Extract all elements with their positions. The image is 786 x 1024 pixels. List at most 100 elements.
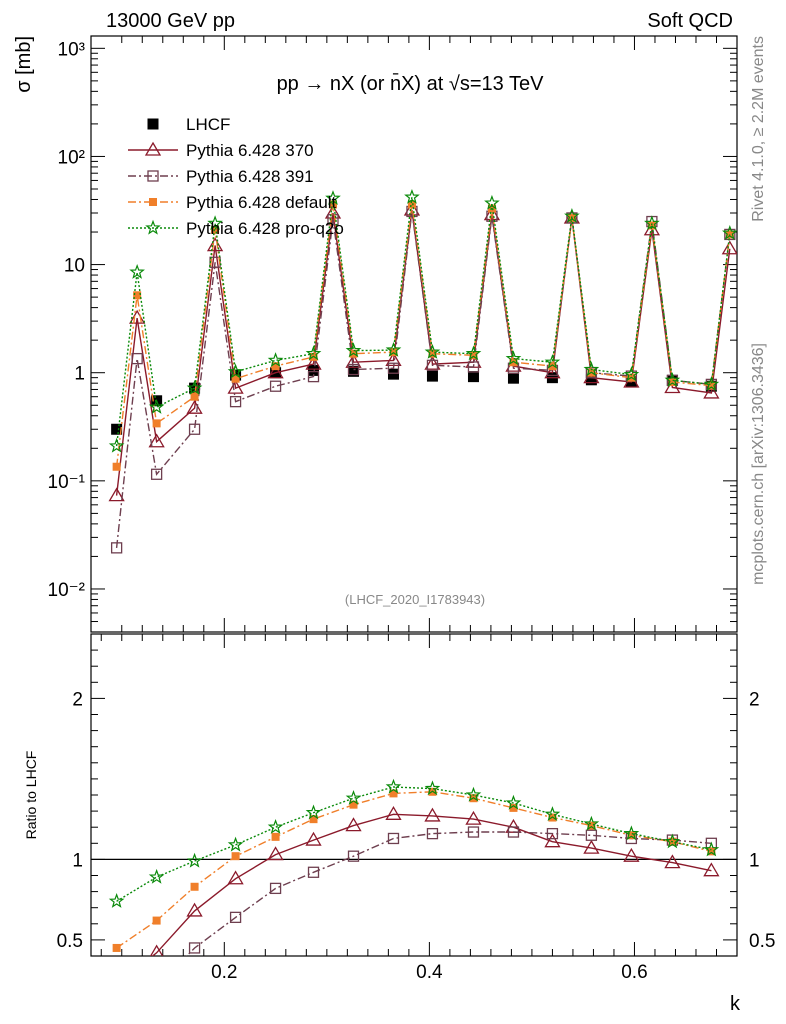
legend: LHCF Pythia 6.428 370 Pythia 6.428 391 Pyth… xyxy=(128,115,344,238)
data-point-pproq2o xyxy=(227,836,244,852)
data-point-p391 xyxy=(150,468,163,480)
data-point-pdefault xyxy=(112,462,121,471)
main-plot-panel: pp → nX (or n̄X) at √s=13 TeV σ [mb] (LH… xyxy=(13,35,738,633)
data-point-pproq2o xyxy=(664,372,681,388)
x-tick-label: 0.6 xyxy=(621,962,647,983)
data-point-pproq2o xyxy=(664,833,681,849)
data-point-pdefault xyxy=(725,230,734,239)
data-point-lhcf xyxy=(111,423,123,435)
data-point-p370 xyxy=(267,364,284,379)
data-point-pproq2o xyxy=(148,868,165,884)
legend-label-pproq2o: Pythia 6.428 pro-q2o xyxy=(186,219,344,238)
source-label: mcplots.cern.ch [arXiv:1306.3436] xyxy=(750,343,767,585)
data-point-pproq2o xyxy=(227,363,244,379)
legend-label-pdefault: Pythia 6.428 default xyxy=(186,193,337,212)
data-point-p370 xyxy=(424,355,441,370)
legend-marker-p370 xyxy=(144,141,162,156)
data-point-pdefault xyxy=(407,200,416,209)
data-point-pproq2o xyxy=(564,207,580,223)
data-point-p391 xyxy=(152,982,162,992)
data-point-pdefault xyxy=(112,943,121,952)
data-point-p370 xyxy=(664,854,681,869)
data-point-pdefault xyxy=(190,882,199,891)
data-point-pproq2o xyxy=(345,789,362,805)
data-point-p391 xyxy=(307,370,320,383)
data-point-p370 xyxy=(110,978,124,990)
series-pdefault xyxy=(112,787,716,952)
series-pproq2o xyxy=(108,778,720,908)
data-point-pproq2o xyxy=(623,366,640,382)
data-point-p391 xyxy=(327,214,339,226)
data-point-p391 xyxy=(426,359,439,371)
data-point-p370 xyxy=(267,846,284,861)
ratio-y-tick-label-left: 2 xyxy=(72,689,83,710)
data-point-p391 xyxy=(467,826,480,838)
series-line-p391 xyxy=(185,831,712,956)
ratio-y-axis-label: Ratio to LHCF xyxy=(23,751,39,840)
data-point-pproq2o xyxy=(385,778,402,794)
data-point-p370 xyxy=(544,833,561,848)
data-point-pdefault xyxy=(627,831,636,840)
legend-marker-p391 xyxy=(147,170,159,182)
data-point-pproq2o xyxy=(325,190,341,205)
data-point-p370 xyxy=(149,944,164,956)
main-y-axis-label: σ [mb] xyxy=(13,36,35,93)
y-tick-label: 10⁻² xyxy=(48,580,86,601)
ratio-y-tick-label-right: 1 xyxy=(749,850,760,871)
data-point-pdefault xyxy=(133,291,142,300)
data-point-pdefault xyxy=(349,800,358,809)
data-point-pdefault xyxy=(328,200,337,209)
data-point-pproq2o xyxy=(148,398,165,414)
data-point-pdefault xyxy=(389,789,398,798)
series-p370 xyxy=(110,806,720,990)
data-point-p370 xyxy=(324,204,342,219)
series-p391 xyxy=(110,205,736,554)
data-point-pdefault xyxy=(509,358,518,367)
data-point-pproq2o xyxy=(721,224,737,240)
data-point-p391 xyxy=(112,1003,122,1013)
data-point-lhcf xyxy=(585,374,597,386)
data-point-pdefault xyxy=(231,852,240,861)
legend-label-p370: Pythia 6.428 370 xyxy=(186,141,314,160)
data-point-pdefault xyxy=(152,916,161,925)
data-point-pproq2o xyxy=(108,437,125,453)
data-point-pdefault xyxy=(707,381,716,390)
data-point-pdefault xyxy=(587,821,596,830)
x-axis-label: k xyxy=(730,993,741,1015)
legend-marker-pdefault xyxy=(149,198,157,206)
data-point-pdefault xyxy=(668,378,677,387)
data-point-pdefault xyxy=(190,392,199,401)
ratio-y-tick-label-left: 0.5 xyxy=(57,931,83,952)
data-point-pproq2o xyxy=(267,352,284,368)
data-point-pproq2o xyxy=(345,342,362,358)
data-point-p370 xyxy=(544,364,561,379)
legend-marker-pproq2o xyxy=(145,219,161,235)
y-tick-label: 10² xyxy=(58,147,85,168)
series-line-pdefault xyxy=(116,791,712,949)
data-point-p391 xyxy=(269,882,282,895)
x-tick-label: 0.2 xyxy=(211,962,237,983)
data-point-pproq2o xyxy=(424,343,441,359)
data-point-pproq2o xyxy=(305,804,322,820)
data-point-pproq2o xyxy=(583,815,600,831)
data-point-pdefault xyxy=(231,374,240,383)
data-point-pproq2o xyxy=(583,361,600,377)
data-point-pproq2o xyxy=(424,780,441,796)
ratio-y-tick-label-left: 1 xyxy=(72,850,83,871)
data-point-p391 xyxy=(188,942,201,954)
data-point-p370 xyxy=(465,810,482,825)
data-point-p370 xyxy=(583,839,600,854)
data-point-pproq2o xyxy=(108,893,125,908)
data-point-lhcf xyxy=(308,364,320,376)
data-point-p391 xyxy=(387,832,400,845)
data-point-lhcf xyxy=(426,370,438,382)
legend-label-p391: Pythia 6.428 391 xyxy=(186,167,314,186)
data-point-p391 xyxy=(467,361,480,373)
data-point-pproq2o xyxy=(505,794,522,810)
data-point-p391 xyxy=(188,423,201,435)
data-point-p391 xyxy=(546,827,559,840)
data-point-pdefault xyxy=(428,349,437,358)
legend-marker-lhcf xyxy=(147,118,159,130)
data-point-p391 xyxy=(585,829,598,841)
data-point-p391 xyxy=(347,363,360,376)
